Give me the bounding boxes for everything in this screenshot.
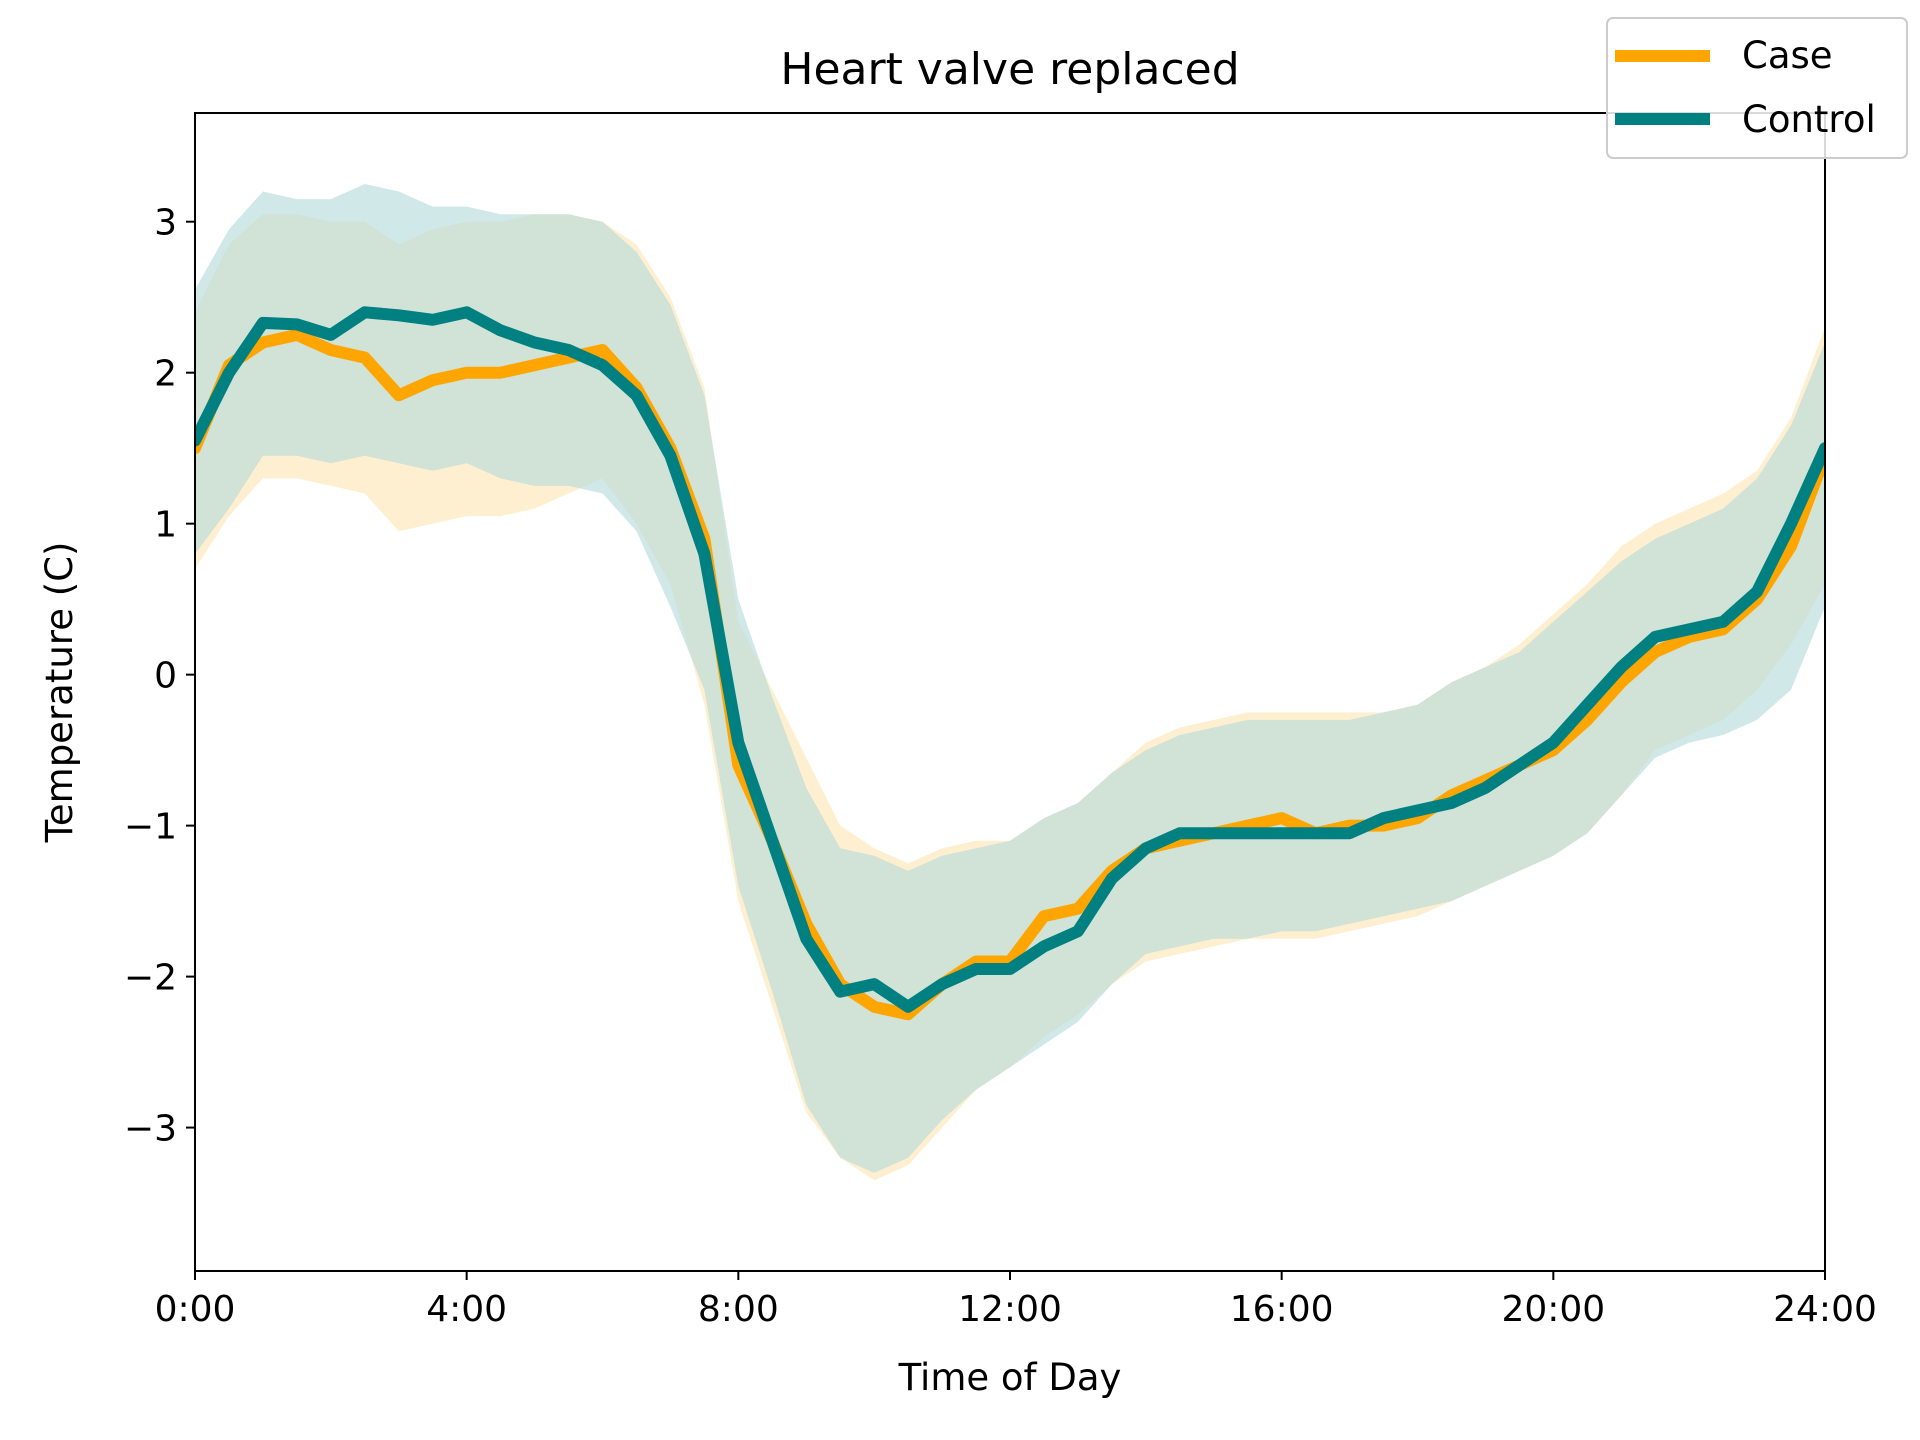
series-lines bbox=[195, 306, 1825, 1021]
y-tick-label: 1 bbox=[154, 505, 177, 546]
x-tick-label: 16:00 bbox=[1230, 1289, 1334, 1330]
x-tick-label: 4:00 bbox=[426, 1289, 507, 1330]
x-tick-label: 24:00 bbox=[1773, 1289, 1877, 1330]
confidence-bands bbox=[195, 184, 1825, 1181]
y-tick-label: −2 bbox=[124, 958, 177, 999]
band-control bbox=[195, 184, 1825, 1173]
x-tick-label: 20:00 bbox=[1501, 1289, 1605, 1330]
chart-title: Heart valve replaced bbox=[780, 44, 1239, 95]
legend-label-case: Case bbox=[1742, 34, 1833, 77]
line-case bbox=[195, 328, 1825, 1021]
x-axis-ticks: 0:00 4:00 8:00 12:00 16:00 20:00 24:00 bbox=[155, 1271, 1877, 1330]
x-axis-label: Time of Day bbox=[898, 1356, 1122, 1399]
legend: Case Control bbox=[1606, 17, 1908, 159]
legend-label-control: Control bbox=[1742, 98, 1876, 141]
y-tick-label: 3 bbox=[154, 203, 177, 244]
line-control bbox=[195, 306, 1825, 1013]
y-tick-label: −3 bbox=[124, 1109, 177, 1150]
y-tick-label: 2 bbox=[154, 354, 177, 395]
x-tick-label: 0:00 bbox=[155, 1289, 236, 1330]
y-axis-label: Temperature (C) bbox=[38, 542, 81, 844]
y-tick-label: 0 bbox=[154, 656, 177, 697]
x-tick-label: 12:00 bbox=[958, 1289, 1062, 1330]
x-tick-label: 8:00 bbox=[698, 1289, 779, 1330]
y-tick-label: −1 bbox=[124, 807, 177, 848]
y-axis-ticks: −3 −2 −1 0 1 2 3 bbox=[124, 203, 195, 1150]
